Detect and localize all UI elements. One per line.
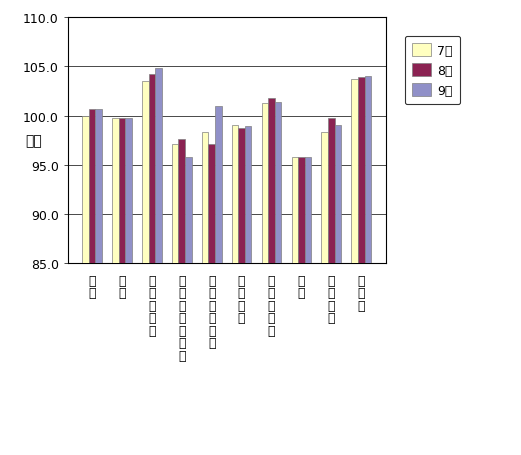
- Bar: [275, 103, 281, 455]
- Bar: [334, 125, 341, 455]
- Bar: [208, 145, 215, 455]
- Legend: 7月, 8月, 9月: 7月, 8月, 9月: [404, 37, 460, 105]
- Bar: [268, 99, 275, 455]
- Bar: [148, 75, 155, 455]
- Bar: [119, 118, 125, 455]
- Bar: [172, 145, 179, 455]
- Bar: [358, 78, 365, 455]
- Bar: [89, 110, 95, 455]
- Bar: [321, 133, 328, 455]
- Bar: [155, 69, 162, 455]
- Bar: [202, 133, 208, 455]
- Bar: [305, 158, 311, 455]
- Bar: [238, 128, 245, 455]
- Bar: [185, 158, 192, 455]
- Bar: [365, 77, 371, 455]
- Bar: [245, 126, 252, 455]
- Bar: [82, 116, 89, 455]
- Bar: [179, 140, 185, 455]
- Bar: [328, 118, 334, 455]
- Bar: [292, 158, 298, 455]
- Bar: [215, 106, 221, 455]
- Bar: [298, 158, 305, 455]
- Bar: [125, 118, 132, 455]
- Y-axis label: 指数: 指数: [26, 134, 42, 148]
- Bar: [232, 125, 238, 455]
- Bar: [351, 80, 358, 455]
- Bar: [262, 104, 268, 455]
- Bar: [112, 118, 119, 455]
- Bar: [142, 82, 148, 455]
- Bar: [95, 110, 102, 455]
